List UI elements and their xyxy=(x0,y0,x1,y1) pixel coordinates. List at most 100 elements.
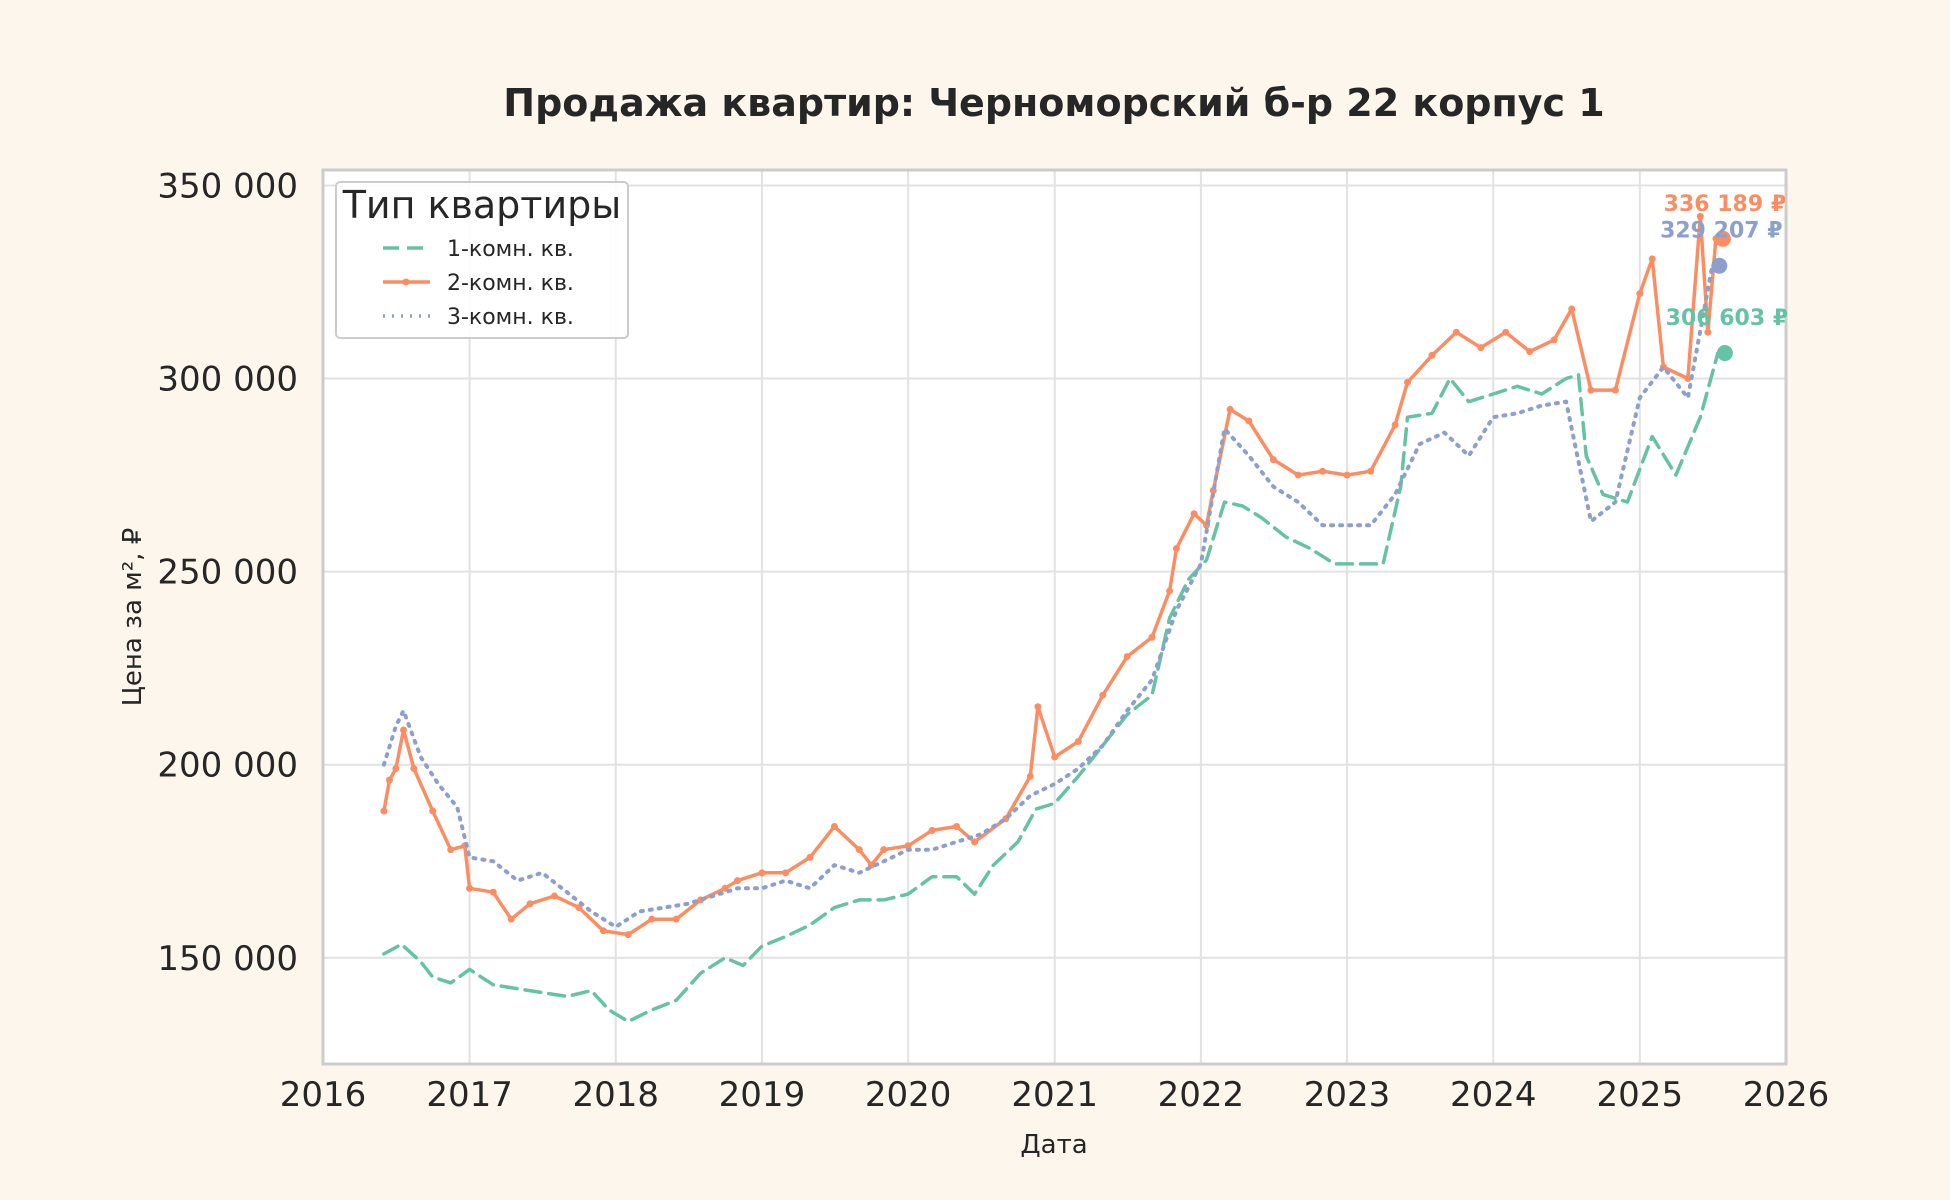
data-point xyxy=(1226,405,1234,413)
data-point xyxy=(1391,421,1399,429)
data-point xyxy=(1245,417,1253,425)
data-point xyxy=(830,823,838,831)
series-line-1 xyxy=(382,351,1720,1024)
data-point xyxy=(385,776,393,784)
data-point xyxy=(1477,344,1485,352)
data-point xyxy=(1502,328,1510,336)
end-labels: 306 603 ₽ 336 189 ₽329 207 ₽ xyxy=(1660,192,1788,362)
data-point xyxy=(672,915,680,923)
data-point xyxy=(1319,467,1327,475)
data-point xyxy=(855,846,863,854)
data-point xyxy=(507,915,515,923)
data-point xyxy=(928,826,936,834)
data-point xyxy=(599,927,607,935)
data-point xyxy=(1696,212,1704,220)
y-tick-label: 350 000 xyxy=(157,166,298,206)
x-tick-label: 2020 xyxy=(865,1075,952,1115)
data-point xyxy=(880,846,888,854)
data-point xyxy=(489,888,497,896)
data-point xyxy=(1550,336,1558,344)
series-end-marker xyxy=(1716,345,1733,362)
data-point xyxy=(1343,471,1351,479)
data-point xyxy=(1367,467,1375,475)
data-point xyxy=(971,838,979,846)
legend-marker xyxy=(402,278,410,286)
data-point xyxy=(1051,753,1059,761)
data-point xyxy=(1148,633,1156,641)
x-tick-label: 2018 xyxy=(572,1075,659,1115)
data-point xyxy=(1026,772,1034,780)
x-tick-label: 2016 xyxy=(280,1075,367,1115)
legend-title: Тип квартиры xyxy=(342,183,622,227)
data-point xyxy=(648,915,656,923)
series-end-label: 306 603 ₽ xyxy=(1666,306,1788,331)
x-tick-label: 2024 xyxy=(1450,1075,1537,1115)
data-point xyxy=(1190,510,1198,518)
data-point xyxy=(1123,653,1131,661)
plot-frame xyxy=(321,168,1788,1066)
data-point xyxy=(429,807,437,815)
y-tick-label: 300 000 xyxy=(157,360,298,400)
data-point xyxy=(575,904,583,912)
series-end-marker xyxy=(1711,257,1728,274)
data-point xyxy=(410,765,418,773)
data-point xyxy=(782,869,790,877)
data-point xyxy=(447,846,455,854)
data-point xyxy=(1074,738,1082,746)
legend: Тип квартиры 1-комн. кв. 2-комн. кв. 3-ком… xyxy=(335,181,629,339)
legend-label: 2-комн. кв. xyxy=(447,271,574,296)
data-point xyxy=(1166,587,1174,595)
data-point xyxy=(526,900,534,908)
x-tick-label: 2021 xyxy=(1011,1075,1098,1115)
data-point xyxy=(1294,471,1302,479)
data-point xyxy=(550,892,558,900)
series-end-label: 329 207 ₽ xyxy=(1660,219,1782,244)
series-end-marker xyxy=(1714,230,1731,247)
series-layer xyxy=(380,212,1720,1024)
x-tick-label: 2022 xyxy=(1158,1075,1245,1115)
x-tick-label: 2019 xyxy=(719,1075,806,1115)
data-point xyxy=(1704,328,1712,336)
data-point xyxy=(380,807,388,815)
y-tick-label: 150 000 xyxy=(157,939,298,979)
data-point xyxy=(624,931,632,939)
x-tick-label: 2017 xyxy=(426,1075,513,1115)
legend-label: 3-комн. кв. xyxy=(447,305,574,330)
data-point xyxy=(1099,691,1107,699)
data-point xyxy=(904,842,912,850)
legend-items: 1-комн. кв. 2-комн. кв. 3-комн. кв. xyxy=(383,237,574,330)
x-tick-label: 2023 xyxy=(1304,1075,1391,1115)
chart-title: Продажа квартир: Черноморский б-р 22 кор… xyxy=(503,81,1604,125)
data-point xyxy=(806,853,814,861)
data-point xyxy=(1428,351,1436,359)
data-point xyxy=(1636,290,1644,298)
data-point xyxy=(1611,386,1619,394)
data-point xyxy=(1684,375,1692,383)
data-point xyxy=(1648,255,1656,263)
x-tick-label: 2026 xyxy=(1743,1075,1830,1115)
data-point xyxy=(953,823,961,831)
data-point xyxy=(758,869,766,877)
data-point xyxy=(466,884,474,892)
data-point xyxy=(734,877,742,885)
data-point xyxy=(1526,348,1534,356)
data-point xyxy=(1404,378,1412,386)
data-point xyxy=(399,726,407,734)
y-tick-label: 250 000 xyxy=(157,553,298,593)
data-point xyxy=(392,765,400,773)
legend-frame xyxy=(335,181,629,339)
data-point xyxy=(1269,456,1277,464)
data-point xyxy=(1172,544,1180,552)
x-tick-label: 2025 xyxy=(1597,1075,1684,1115)
legend-label: 1-комн. кв. xyxy=(447,237,574,262)
series-line-3 xyxy=(381,263,1715,929)
data-point xyxy=(1452,328,1460,336)
ticks: 2016 2017 2018 2019 2020 2021 2022 2023 2024 2025… xyxy=(157,166,1829,1115)
y-axis-title: Цена за м², ₽ xyxy=(118,528,148,707)
data-point xyxy=(1587,386,1595,394)
x-axis-title: Дата xyxy=(1020,1130,1087,1160)
series-line-2 xyxy=(382,214,1718,937)
y-tick-label: 200 000 xyxy=(157,746,298,786)
data-point xyxy=(1568,305,1576,313)
